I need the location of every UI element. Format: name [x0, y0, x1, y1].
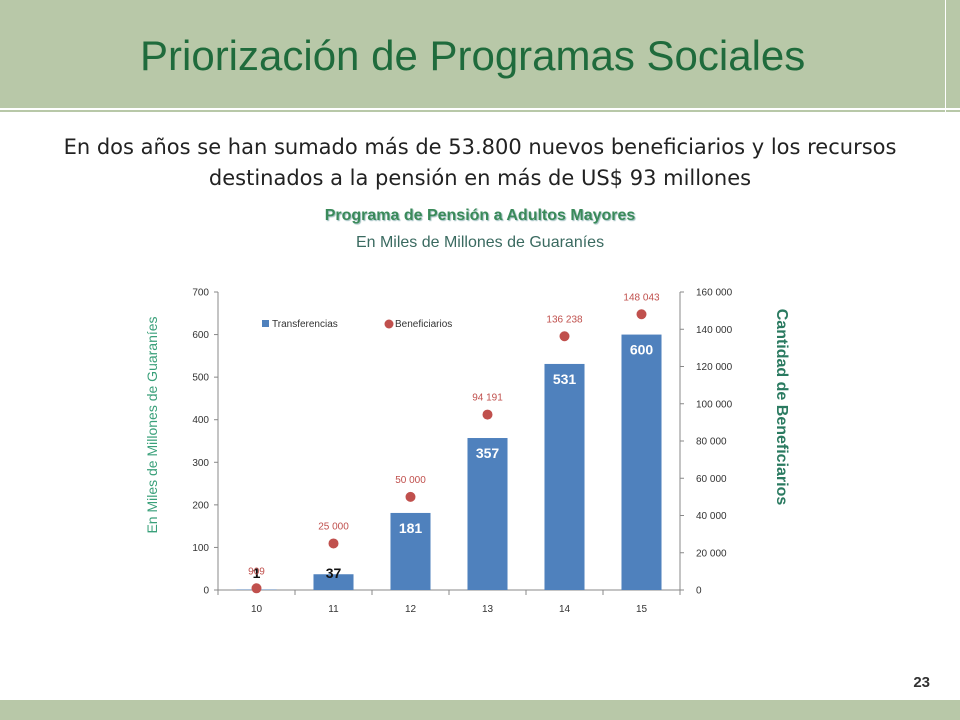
y-tick-label-right: 0	[696, 586, 702, 597]
y-tick-label-left: 500	[192, 373, 209, 384]
bar-transferencias	[390, 512, 431, 590]
dot-beneficiarios	[636, 309, 647, 320]
y-tick-label-left: 400	[192, 415, 209, 426]
y-tick-label-left: 600	[192, 330, 209, 341]
chart-dots: 909 25 000 50 000 94 191 136 238 148 043	[248, 292, 660, 594]
x-tick-label: 13	[482, 604, 494, 615]
bar-label: 531	[553, 371, 577, 387]
bar-label: 37	[326, 565, 342, 581]
bar-label: 600	[630, 342, 654, 358]
y-tick-label-left: 0	[203, 586, 209, 597]
x-tick-label: 11	[328, 604, 339, 615]
page-number: 23	[913, 674, 930, 691]
chart-bars: 1 37 181 357 531 600	[236, 334, 662, 590]
legend-label-beneficiarios: Beneficiarios	[395, 319, 452, 330]
bar-transferencias	[313, 574, 354, 590]
chart-subtitle: En Miles de Millones de Guaraníes	[355, 234, 605, 251]
dot-beneficiarios	[251, 583, 262, 594]
bar-label: 357	[476, 445, 500, 461]
y-tick-label-right: 120 000	[696, 362, 733, 373]
title-band-inner	[0, 0, 946, 112]
dot-label: 148 043	[623, 292, 660, 303]
bar-transferencias	[621, 334, 662, 590]
dot-beneficiarios	[559, 331, 570, 342]
y-tick-label-right: 160 000	[696, 288, 733, 299]
y-tick-label-right: 140 000	[696, 325, 733, 336]
chart-legend: Transferencias Beneficiarios	[262, 319, 452, 330]
y-tick-label-right: 60 000	[696, 474, 727, 485]
legend-label-transferencias: Transferencias	[272, 319, 338, 330]
y-tick-label-left: 300	[192, 458, 209, 469]
dot-beneficiarios	[482, 409, 493, 420]
dot-beneficiarios	[328, 538, 339, 549]
legend-swatch-beneficiarios	[384, 319, 394, 329]
chart-axes: 0 100 200 300 400 500 600 700 0 20 000 40 000 60 00…	[192, 288, 732, 616]
y-tick-label-left: 200	[192, 500, 209, 511]
bar-label: 1	[253, 565, 261, 581]
dot-label: 136 238	[546, 314, 583, 325]
chart-title: Programa de Pensión a Adultos Mayores	[324, 207, 636, 224]
title-band	[0, 0, 960, 112]
y-tick-label-left: 700	[192, 288, 209, 299]
bar-label: 181	[399, 520, 423, 536]
slide-title: Priorización de Programas Sociales	[140, 32, 806, 79]
y-tick-label-left: 100	[192, 543, 209, 554]
bar-transferencias	[544, 363, 585, 590]
y-tick-label-right: 40 000	[696, 511, 727, 522]
x-tick-label: 10	[251, 604, 263, 615]
dot-label: 50 000	[395, 475, 426, 486]
x-tick-label: 14	[559, 604, 571, 615]
dot-label: 909	[248, 566, 265, 577]
y-tick-label-right: 20 000	[696, 548, 727, 559]
y-tick-label-right: 80 000	[696, 437, 727, 448]
slide-subtitle: En dos años se han sumado más de 53.800 …	[63, 135, 897, 190]
x-tick-label: 15	[636, 604, 648, 615]
y-tick-label-right: 100 000	[696, 399, 733, 410]
dot-label: 25 000	[318, 521, 349, 532]
title-band-rule	[0, 108, 960, 110]
x-tick-label: 12	[405, 604, 417, 615]
footer-band	[0, 700, 960, 720]
legend-swatch-transferencias	[262, 320, 269, 327]
dot-label: 94 191	[472, 393, 503, 404]
dot-beneficiarios	[405, 491, 416, 502]
bar-transferencias	[467, 438, 508, 590]
